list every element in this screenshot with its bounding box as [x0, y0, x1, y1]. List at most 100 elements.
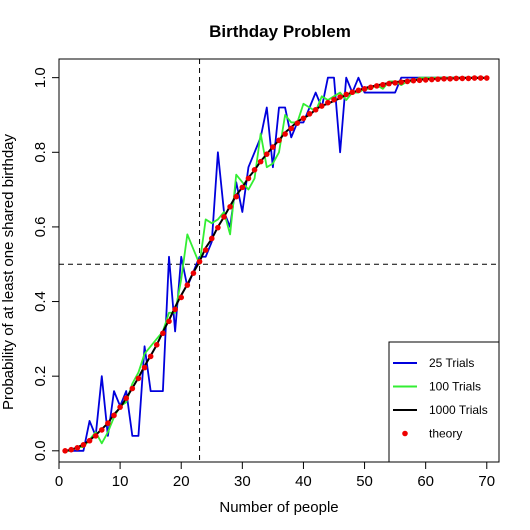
theory-point — [386, 80, 392, 87]
theory-point — [117, 404, 123, 410]
theory-point — [441, 75, 447, 82]
theory-point — [129, 385, 136, 392]
y-tick-label: 0.0 — [32, 440, 49, 461]
theory-point — [227, 203, 233, 210]
x-axis-label: Number of people — [219, 499, 338, 516]
legend-label: 100 Trials — [429, 380, 481, 394]
x-tick-label: 60 — [417, 473, 434, 490]
y-axis: 0.0 0.2 0.4 0.6 0.8 1.0 — [32, 67, 60, 461]
x-tick-label: 40 — [295, 473, 312, 490]
y-tick-label: 0.2 — [32, 366, 49, 387]
theory-point — [98, 427, 105, 433]
plot-frame — [58, 58, 500, 463]
theory-point — [239, 184, 246, 191]
theory-point — [86, 437, 93, 444]
theory-point — [123, 395, 130, 401]
theory-point — [355, 87, 362, 94]
theory-point — [367, 84, 374, 91]
theory-point — [111, 412, 117, 419]
theory-point — [74, 445, 81, 451]
legend: 25 Trials 100 Trials 1000 Trials theory — [388, 341, 500, 463]
x-tick-label: 10 — [112, 473, 129, 490]
theory-point — [459, 75, 466, 82]
theory-point — [343, 91, 350, 98]
x-tick-label: 70 — [478, 473, 495, 490]
series-line-1000-trials — [64, 77, 487, 452]
theory-point — [465, 75, 472, 82]
theory-point — [477, 75, 484, 81]
theory-point — [483, 75, 490, 81]
legend-swatch — [402, 430, 408, 437]
theory-point — [172, 306, 178, 313]
y-tick-label: 0.4 — [32, 291, 49, 312]
theory-point — [453, 75, 460, 82]
theory-point — [398, 79, 405, 85]
theory-point — [471, 75, 478, 81]
theory-point — [428, 76, 435, 83]
theory-point — [270, 144, 276, 150]
y-tick-label: 0.6 — [32, 216, 49, 237]
theory-point — [288, 125, 295, 132]
y-axis-label: Probability of at least one shared birth… — [0, 134, 17, 410]
theory-point — [135, 375, 142, 382]
theory-point — [80, 442, 87, 448]
theory-point — [276, 137, 282, 144]
theory-point — [349, 89, 356, 96]
theory-point — [263, 151, 270, 157]
theory-point — [147, 353, 154, 360]
x-tick-label: 50 — [356, 473, 373, 490]
legend-label: theory — [429, 427, 462, 441]
theory-point — [251, 167, 258, 173]
x-tick-label: 20 — [173, 473, 190, 490]
theory-point — [92, 433, 99, 439]
theory-point — [392, 80, 398, 86]
y-tick-label: 0.8 — [32, 142, 49, 163]
theory-point — [435, 76, 441, 82]
theory-point — [306, 111, 313, 117]
theory-point — [404, 78, 411, 85]
theory-point — [257, 158, 264, 165]
theory-point — [166, 318, 172, 325]
theory-point — [416, 77, 423, 84]
theory-point — [68, 446, 75, 453]
x-tick-label: 0 — [55, 473, 63, 490]
theory-point — [373, 83, 380, 89]
theory-point — [447, 75, 453, 82]
y-tick-label: 1.0 — [32, 67, 49, 88]
theory-point — [196, 258, 203, 265]
theory-point — [300, 115, 307, 122]
theory-point — [153, 342, 160, 348]
theory-point — [312, 106, 319, 113]
theory-point — [361, 86, 368, 92]
theory-point — [325, 99, 331, 106]
legend-label: 25 Trials — [429, 356, 474, 370]
theory-point — [282, 131, 288, 137]
theory-point — [245, 175, 252, 182]
theory-point — [410, 77, 417, 84]
theory-point — [208, 235, 215, 242]
theory-point — [215, 224, 221, 231]
theory-point — [337, 94, 343, 100]
chart-title: Birthday Problem — [209, 22, 351, 41]
theory-point — [62, 448, 68, 454]
theory-point — [318, 103, 325, 109]
theory-point — [294, 120, 301, 126]
series-line-25-trials — [65, 76, 487, 452]
theory-point — [160, 330, 166, 337]
theory-point — [178, 294, 185, 301]
x-tick-label: 30 — [234, 473, 251, 490]
theory-point — [202, 247, 209, 253]
plot-area — [59, 59, 499, 462]
theory-point — [221, 214, 227, 220]
theory-point — [233, 193, 240, 200]
legend-label: 1000 Trials — [429, 403, 488, 417]
theory-point — [331, 96, 337, 103]
theory-point — [184, 282, 191, 288]
theory-point — [141, 364, 148, 371]
theory-point — [190, 270, 197, 276]
theory-point — [380, 81, 386, 88]
x-axis: 0 10 20 30 40 50 60 70 — [55, 461, 495, 490]
theory-point — [105, 420, 111, 426]
theory-point — [422, 77, 429, 83]
